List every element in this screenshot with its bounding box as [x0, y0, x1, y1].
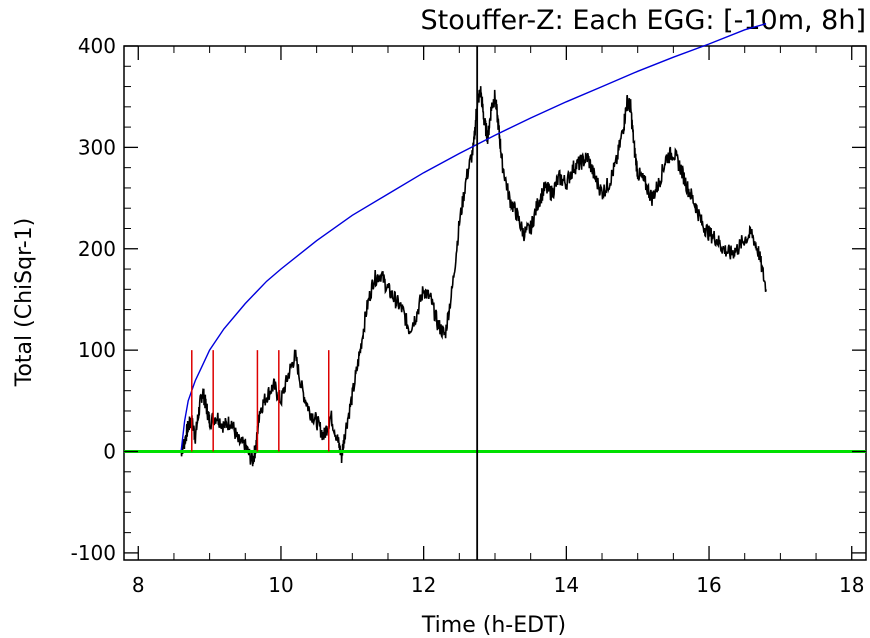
y-tick-label-1: 0	[103, 440, 116, 464]
chart-title: Stouffer-Z: Each EGG: [-10m, 8h]	[420, 5, 866, 36]
series-cumulative-line	[180, 86, 767, 467]
plot-area	[123, 23, 867, 561]
axis-ticks: 8 10 12 14 16 18 -100 0 100 200 300 400	[71, 34, 866, 597]
x-tick-label-2: 12	[411, 573, 436, 597]
y-tick-label-0: -100	[71, 541, 116, 565]
y-axis-label: Total (ChiSqr-1)	[12, 218, 37, 387]
series-envelope-line	[180, 23, 767, 452]
y-tick-label-4: 300	[78, 135, 116, 159]
x-tick-label-1: 10	[268, 573, 293, 597]
x-tick-label-0: 8	[132, 573, 145, 597]
y-tick-label-5: 400	[78, 34, 116, 58]
x-axis-label: Time (h-EDT)	[421, 613, 566, 638]
plot-frame	[123, 45, 867, 561]
x-tick-label-5: 18	[839, 573, 864, 597]
x-tick-label-3: 14	[554, 573, 579, 597]
y-tick-label-2: 100	[78, 338, 116, 362]
x-tick-label-4: 16	[696, 573, 721, 597]
y-tick-label-3: 200	[78, 237, 116, 261]
